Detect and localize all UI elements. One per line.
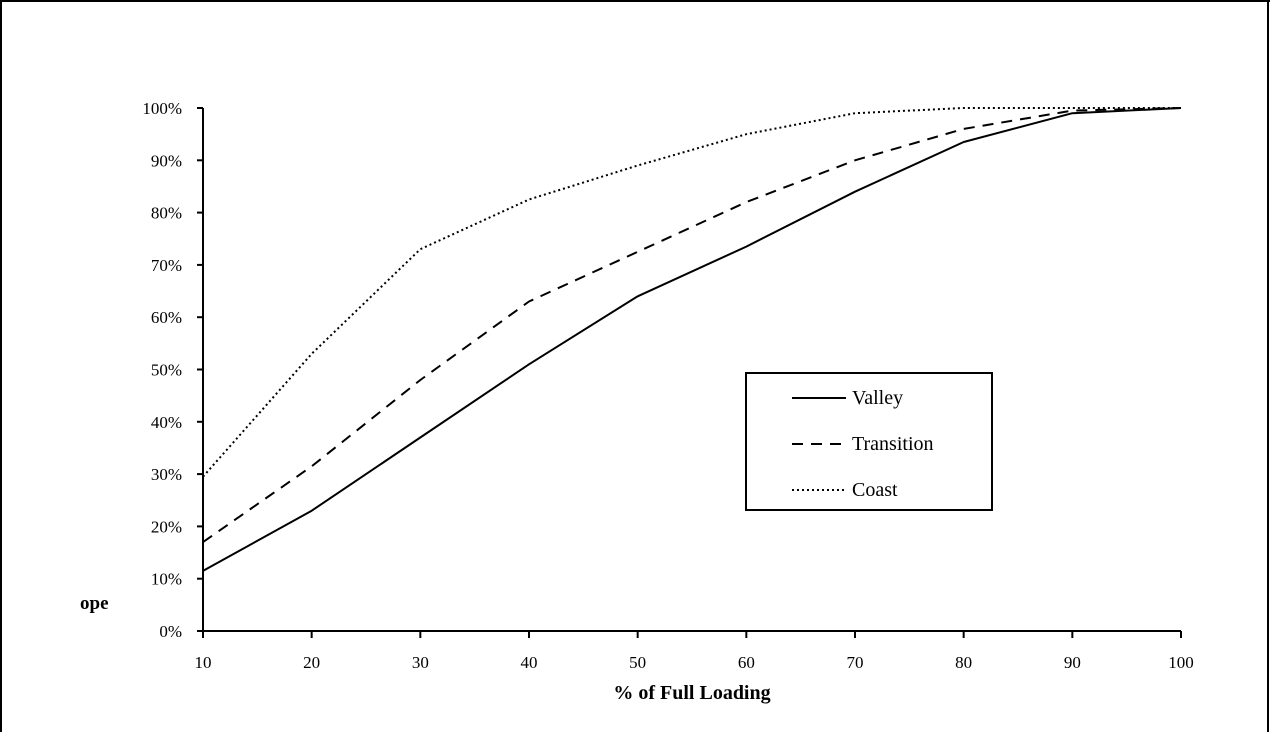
series-line-coast	[202, 107, 1181, 478]
legend-label-transition: Transition	[852, 433, 934, 455]
x-tick-label: 40	[521, 653, 538, 672]
x-tick-label: 50	[629, 653, 646, 672]
x-axis-title: % of Full Loading	[613, 682, 770, 704]
y-tick-label: 0%	[159, 622, 182, 641]
x-tick-label: 90	[1064, 653, 1081, 672]
y-tick-label: 20%	[151, 517, 182, 536]
x-tick-label: 80	[955, 653, 972, 672]
series-layer	[202, 107, 1182, 572]
legend-box	[745, 372, 993, 511]
y-tick-label: 100%	[142, 99, 182, 118]
y-tick-label: 70%	[151, 256, 182, 275]
legend-label-valley: Valley	[852, 387, 903, 409]
legend-label-coast: Coast	[852, 479, 898, 501]
y-tick-label: 50%	[151, 361, 182, 380]
axes: 0% 10% 20% 30% 40% 50% 60% 70% 80% 90% 100% 10 20 30 4…	[142, 99, 1193, 672]
y-tick-label: 80%	[151, 204, 182, 223]
y-tick-label: 40%	[151, 413, 182, 432]
x-tick-label: 70	[847, 653, 864, 672]
series-line-valley	[202, 107, 1182, 572]
legend: Valley Transition Coast	[745, 372, 993, 511]
x-tick-label: 20	[303, 653, 320, 672]
x-tick-label: 10	[195, 653, 212, 672]
x-tick-label: 100	[1168, 653, 1194, 672]
y-tick-label: 30%	[151, 465, 182, 484]
y-tick-label: 90%	[151, 151, 182, 170]
series-line-transition	[202, 107, 1182, 543]
x-tick-label: 30	[412, 653, 429, 672]
x-tick-label: 60	[738, 653, 755, 672]
side-label: ope	[80, 593, 109, 614]
y-tick-label: 10%	[151, 570, 182, 589]
y-tick-label: 60%	[151, 308, 182, 327]
